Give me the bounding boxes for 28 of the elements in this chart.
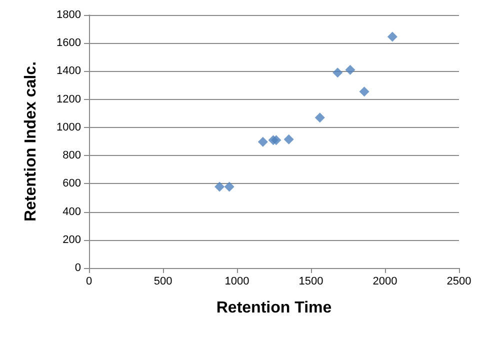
point [224,182,234,192]
y-tick-label: 400 [62,206,81,218]
y-tick-label: 1800 [56,9,81,21]
point [359,86,370,97]
point [314,112,325,123]
y-tick-label: 1600 [56,37,81,50]
x-tick-label: 0 [86,276,92,288]
point [332,68,343,78]
y-tick-label: 1200 [56,93,81,106]
x-tick-label: 1500 [298,276,324,288]
point [284,134,294,144]
x-tick-label: 2000 [372,276,398,288]
x-tick-label: 2500 [446,276,472,288]
y-tick-label: 0 [74,262,81,274]
y-axis-title: Retention Index calc. [22,61,40,222]
point [271,135,282,146]
point [345,64,356,75]
y-tick-label: 1000 [56,121,81,134]
point [258,136,268,147]
y-tick-label: 200 [62,234,81,246]
point [387,32,398,42]
x-tick-label: 1000 [224,276,250,288]
x-axis-title: Retention Time [216,300,332,316]
y-tick-label: 1400 [56,65,81,78]
y-tick-label: 600 [62,178,81,190]
point [214,182,225,192]
y-tick-label: 800 [62,150,81,162]
x-tick-label: 500 [154,276,172,288]
